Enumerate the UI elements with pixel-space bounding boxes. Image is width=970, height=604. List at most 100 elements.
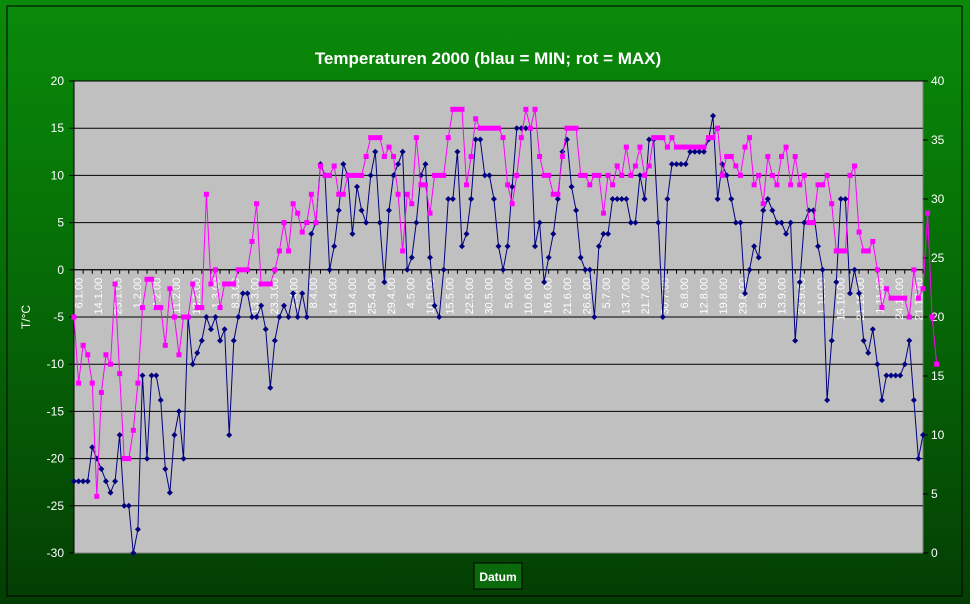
data-point [911,267,917,273]
data-point [897,372,904,379]
data-point [869,326,876,333]
data-point [253,314,260,320]
data-point [513,125,520,132]
data-point [345,172,351,178]
data-point [409,201,415,207]
data-point [267,384,274,391]
data-point [400,248,406,254]
data-point [906,314,912,320]
x-tick-label: 19.8.00 [718,278,730,315]
data-point [450,106,456,112]
data-point [358,207,365,214]
data-point [856,229,862,235]
data-point [98,390,104,396]
data-point [340,161,347,168]
data-point [532,243,539,250]
y-axis-right: 40 35 30 25 20 15 10 5 0 [923,74,945,560]
data-point [263,281,269,287]
data-point [158,305,164,311]
x-tick-label: 15.5.00 [445,278,457,315]
data-point [126,456,132,462]
x-tick-label: 16.6.00 [542,278,554,315]
data-point [84,478,91,485]
data-point [464,182,470,188]
data-point [185,314,191,320]
data-point [431,302,438,309]
data-point [481,172,488,179]
data-point [637,144,643,150]
data-point [888,372,895,379]
data-point [217,305,223,311]
data-point [103,352,109,358]
data-point [71,478,77,485]
y-axis-label: T/°C [19,305,33,329]
data-point [107,489,114,496]
data-point [860,337,867,344]
y-tick-label: -5 [53,310,64,324]
data-point [888,295,894,301]
data-point [285,314,292,320]
data-point [181,314,187,320]
data-point [755,254,762,261]
data-point [801,219,808,226]
data-point [669,135,675,141]
x-tick-label: 26.6.00 [581,278,593,315]
data-point [870,238,876,244]
data-point [582,172,588,178]
chart-title: Temperaturen 2000 (blau = MIN; rot = MAX… [315,49,661,68]
y-axis-left: 20 15 10 5 0 -5 -10 -15 -20 -25 -30 [47,74,75,560]
data-point [231,281,237,287]
y-tick-label: 10 [51,168,65,182]
data-point [509,201,515,207]
data-point [94,493,100,499]
y-tick-label: -25 [47,499,65,513]
x-tick-label: 13.7.00 [621,278,633,315]
data-point [902,295,908,301]
data-point [459,106,465,112]
data-point [427,210,433,216]
x-tick-label: 15.10.00 [835,278,847,321]
data-point [865,248,871,254]
y-tick-label: -30 [47,546,65,560]
data-point [413,135,419,141]
data-point [235,314,242,320]
data-point [623,196,630,202]
data-point [317,163,323,169]
data-point [71,314,77,320]
data-point [659,314,666,320]
data-point [586,266,593,273]
data-point [354,183,360,190]
data-point [313,220,319,226]
data-point [783,230,790,237]
data-point [322,172,328,178]
data-point [500,266,507,273]
data-point [432,172,438,178]
data-point [427,254,434,261]
data-point [477,125,483,131]
x-tick-label: 13.9.00 [777,278,789,315]
data-point [395,191,401,197]
y2-tick-label: 0 [931,546,938,560]
data-point [852,163,858,169]
data-point [595,243,602,250]
x-tick-label: 6.8.00 [679,278,691,309]
data-point [732,219,739,226]
x-tick-label: 6.1.00 [74,278,86,309]
data-point [605,172,611,178]
data-point [810,220,816,226]
data-point [440,266,447,273]
data-point [751,243,758,250]
data-point [569,125,575,131]
data-point [441,172,447,178]
data-point [180,455,187,462]
data-point [641,196,648,202]
data-point [294,314,301,320]
data-point [240,267,246,273]
data-point [244,290,251,297]
series-min [71,112,926,556]
data-point [682,161,689,168]
data-point [573,125,579,131]
data-point [760,207,767,214]
data-point [691,148,698,155]
data-point [847,172,853,178]
